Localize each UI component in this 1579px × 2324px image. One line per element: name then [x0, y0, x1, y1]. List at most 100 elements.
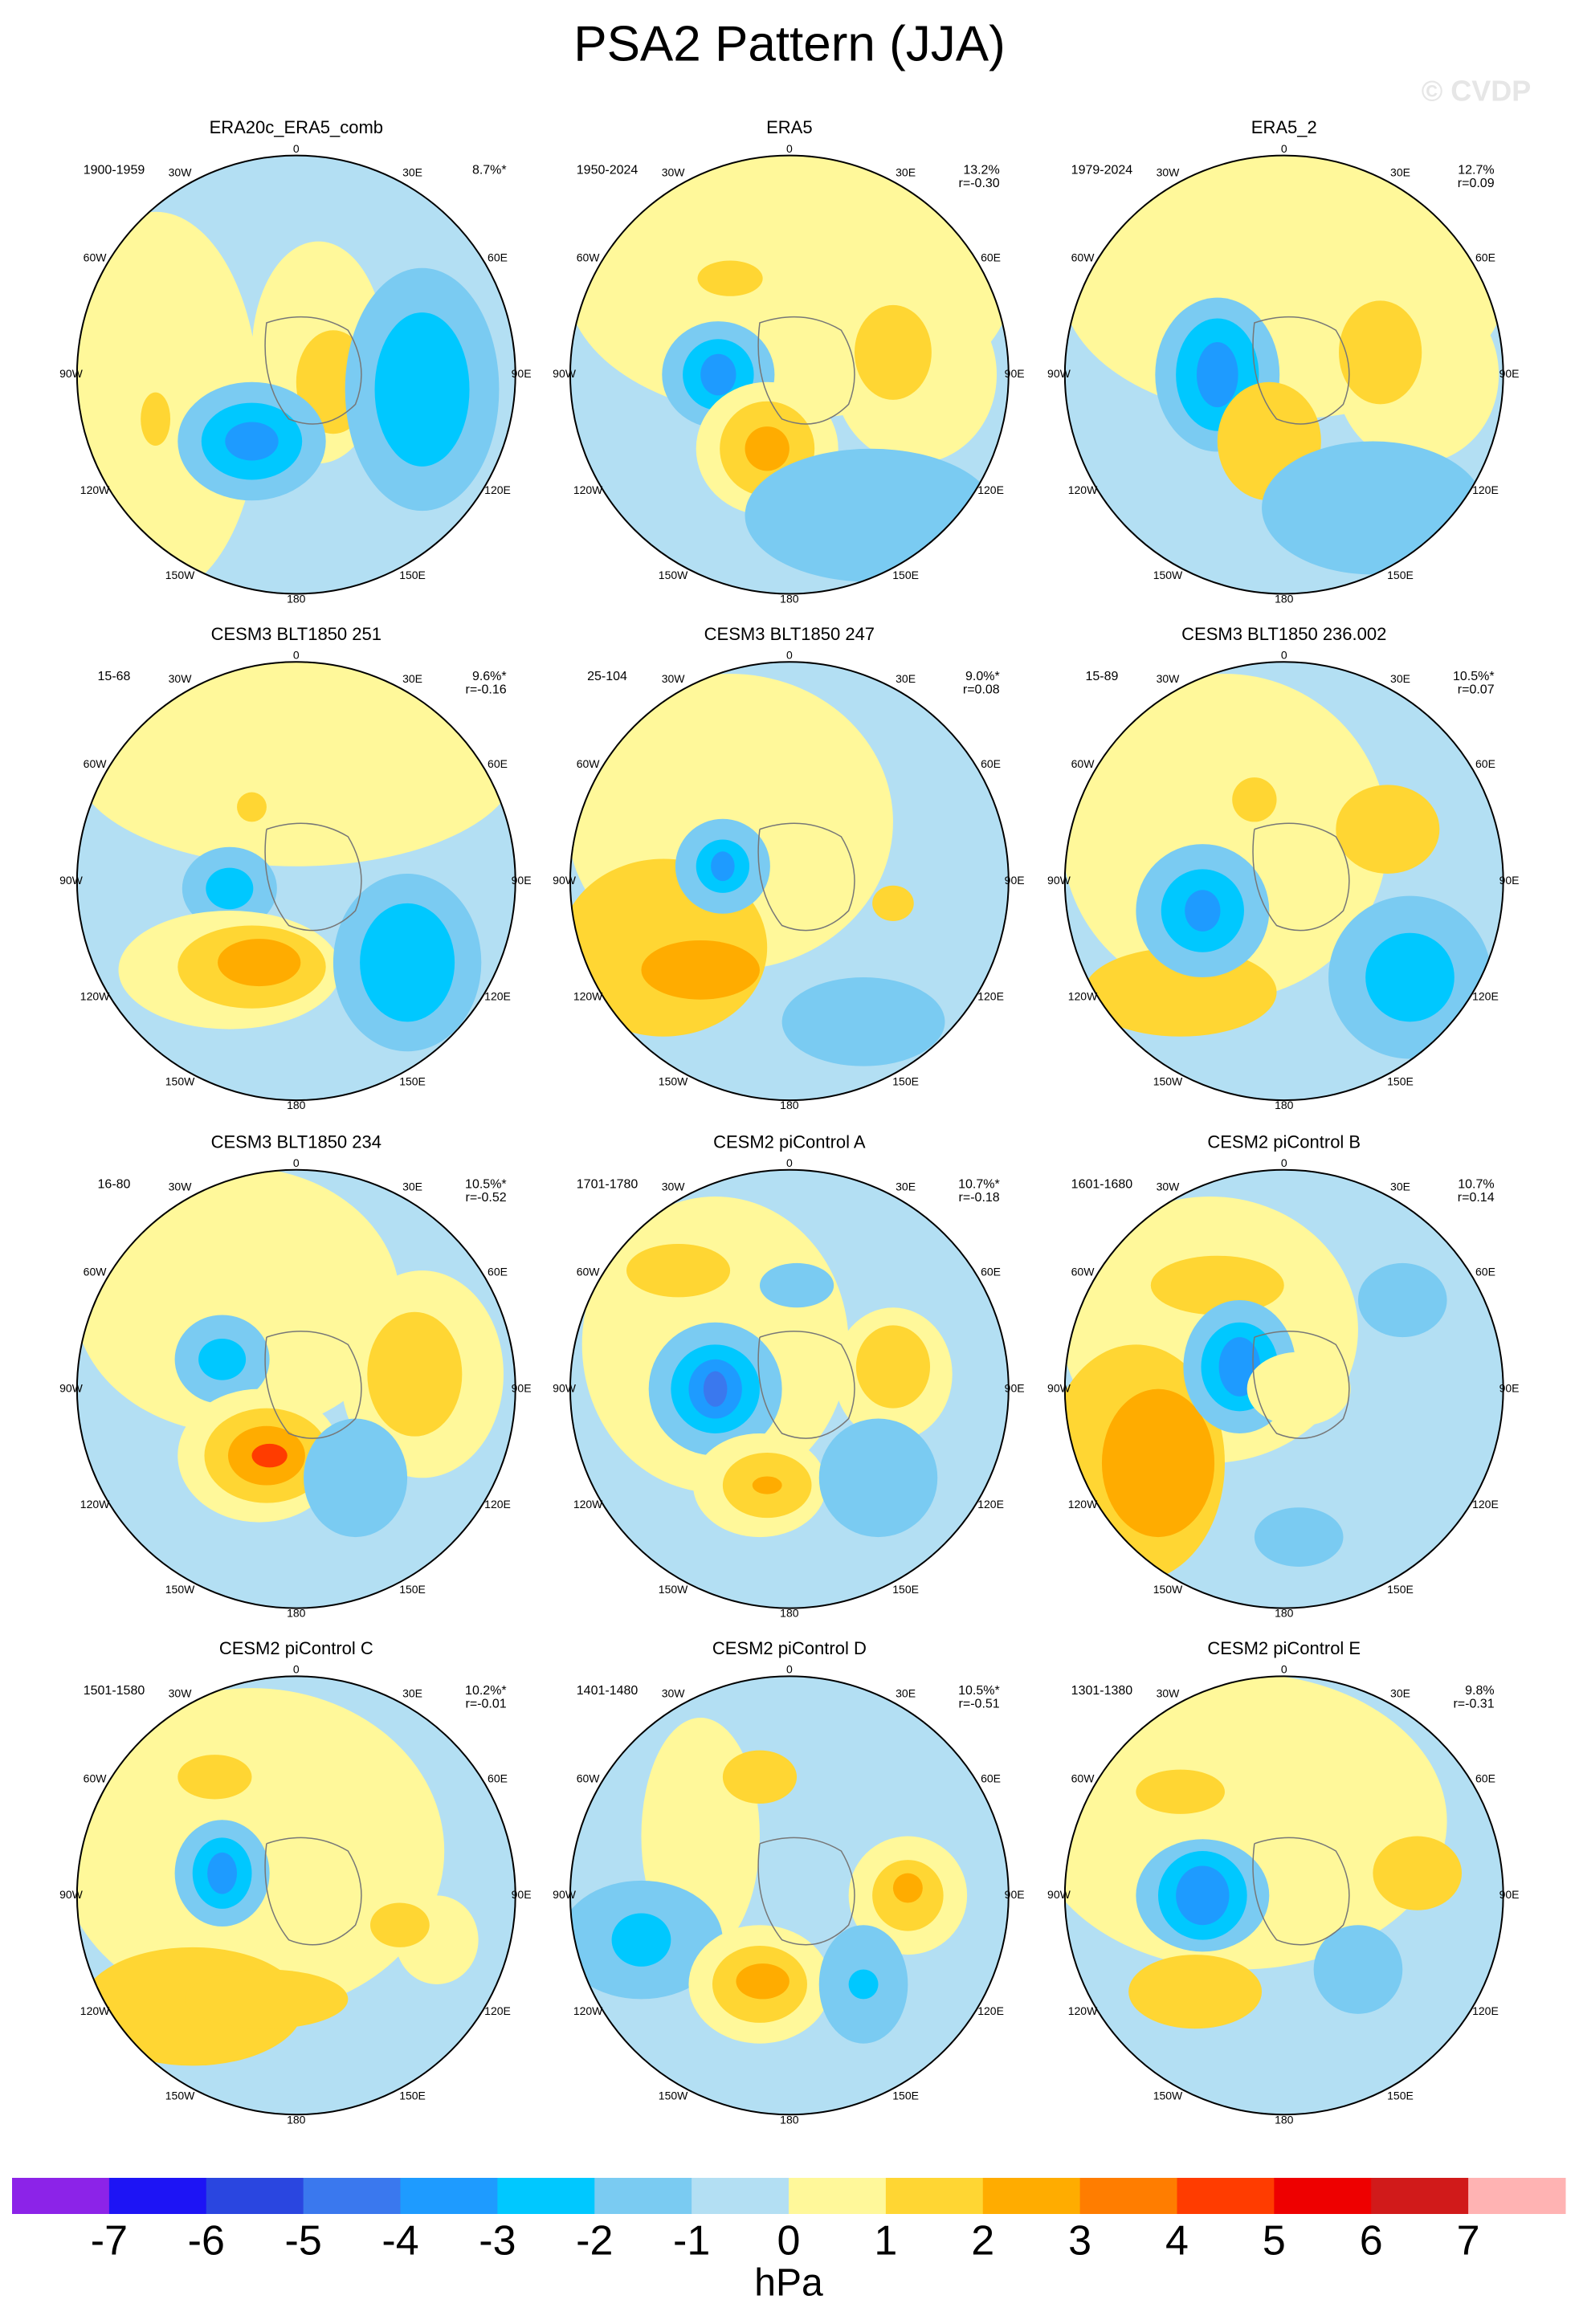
- longitude-label: 30W: [662, 1180, 686, 1193]
- longitude-label: 180: [780, 1607, 799, 1620]
- map-panel: ERA20c_ERA5_comb 1900-1959 8.7%* 0 30E 60E 90E…: [59, 117, 531, 605]
- contour-region: [1262, 441, 1484, 575]
- contour-region: [1176, 1865, 1230, 1926]
- correlation-label: r=-0.31: [1453, 1698, 1494, 1711]
- longitude-label: 60W: [577, 1266, 601, 1278]
- contour-region: [1185, 890, 1221, 932]
- longitude-label: 60W: [84, 1772, 108, 1784]
- longitude-label: 150E: [1387, 569, 1414, 581]
- contour-region: [206, 867, 254, 910]
- longitude-label: 0: [786, 1156, 793, 1169]
- map-panel: CESM2 piControl C 1501-1580 10.2%*r=-0.01 0…: [59, 1638, 531, 2126]
- longitude-label: 150W: [1153, 1075, 1183, 1088]
- period-label: 25-104: [587, 670, 627, 683]
- longitude-label: 60E: [1475, 1772, 1495, 1784]
- panel-title: CESM3 BLT1850 251: [211, 624, 381, 644]
- panel-title: ERA5: [766, 117, 812, 137]
- contour-region: [1246, 1352, 1351, 1426]
- longitude-label: 60W: [84, 757, 108, 770]
- colorbar-tick-label: -2: [576, 2218, 613, 2265]
- antarctica-outline: [1252, 1331, 1350, 1439]
- map-border: [1063, 1168, 1504, 1609]
- antarctica-outline: [757, 822, 855, 932]
- contour-region: [1365, 932, 1455, 1022]
- panel-title: CESM3 BLT1850 234: [211, 1131, 381, 1152]
- longitude-label: 120E: [484, 990, 511, 1003]
- longitude-label: 120E: [977, 483, 1004, 496]
- longitude-label: 30E: [1390, 672, 1410, 685]
- longitude-label: 120E: [484, 1498, 511, 1511]
- contour-region: [745, 426, 790, 471]
- longitude-label: 30E: [896, 1686, 916, 1699]
- variance-label: 10.5%*: [958, 1684, 1000, 1698]
- contour-region: [711, 851, 735, 882]
- contour-region: [1357, 1262, 1447, 1338]
- antarctica-outline: [757, 1331, 855, 1439]
- longitude-label: 60E: [488, 1772, 508, 1784]
- antarctica-outline: [1252, 822, 1350, 932]
- longitude-label: 60E: [981, 757, 1001, 770]
- variance-label: 10.7%*: [958, 1177, 1000, 1191]
- longitude-label: 90E: [512, 1381, 532, 1394]
- longitude-label: 180: [780, 2113, 799, 2126]
- longitude-label: 30E: [402, 672, 422, 685]
- longitude-label: 0: [293, 1663, 300, 1676]
- contour-region: [703, 1371, 728, 1407]
- contour-region: [1313, 1925, 1403, 2014]
- longitude-label: 120E: [977, 1498, 1004, 1511]
- longitude-label: 90E: [1499, 1381, 1520, 1394]
- longitude-label: 180: [287, 1607, 306, 1620]
- longitude-label: 30E: [402, 1686, 422, 1699]
- longitude-label: 60W: [577, 1772, 601, 1784]
- map-field: [569, 1676, 1009, 2115]
- longitude-label: 30W: [1157, 672, 1181, 685]
- longitude-label: 150W: [1153, 569, 1183, 581]
- period-label: 15-89: [1085, 670, 1118, 683]
- colorbar-tick-label: -1: [673, 2218, 710, 2265]
- variance-label: 10.5%*: [1453, 670, 1495, 683]
- longitude-label: 60W: [1071, 757, 1096, 770]
- variance-label: 8.7%*: [472, 163, 507, 177]
- longitude-label: 60E: [1475, 251, 1495, 263]
- correlation-label: r=-0.01: [466, 1698, 507, 1711]
- period-label: 1701-1780: [577, 1177, 639, 1191]
- longitude-label: 90W: [553, 1381, 577, 1394]
- colorbar-tick-label: 1: [874, 2218, 897, 2265]
- correlation-label: r=-0.18: [959, 1191, 1000, 1205]
- contour-region: [745, 448, 998, 582]
- map-border: [75, 154, 516, 595]
- colorbar-swatch: [108, 2178, 207, 2214]
- longitude-label: 90E: [1005, 874, 1025, 887]
- contour-region: [251, 1443, 288, 1468]
- colorbar-swatch: [1079, 2178, 1177, 2214]
- panel-title: CESM3 BLT1850 247: [704, 624, 875, 644]
- longitude-label: 150E: [399, 1075, 426, 1088]
- panel-title: CESM2 piControl A: [713, 1131, 866, 1152]
- colorbar-tick-label: -3: [479, 2218, 516, 2265]
- longitude-label: 60W: [1071, 1772, 1096, 1784]
- colorbar-swatch: [1274, 2178, 1372, 2214]
- longitude-label: 150E: [1387, 1583, 1414, 1596]
- colorbar-swatch: [303, 2178, 401, 2214]
- map-panel: CESM2 piControl A 1701-1780 10.7%*r=-0.18 0…: [553, 1131, 1024, 1619]
- longitude-label: 0: [786, 649, 793, 662]
- longitude-label: 60E: [981, 1772, 1001, 1784]
- longitude-label: 150W: [165, 1583, 195, 1596]
- longitude-label: 60E: [488, 251, 508, 263]
- panel-title: CESM2 piControl D: [712, 1638, 867, 1658]
- colorbar-swatch: [594, 2178, 692, 2214]
- contour-region: [892, 1873, 923, 1903]
- contour-region: [722, 1750, 798, 1804]
- longitude-label: 120W: [1068, 1498, 1098, 1511]
- longitude-label: 0: [293, 649, 300, 662]
- contour-region: [237, 792, 267, 822]
- longitude-label: 150E: [892, 1075, 919, 1088]
- contour-region: [76, 1169, 400, 1433]
- contour-region: [1101, 1388, 1215, 1538]
- contour-region: [218, 939, 301, 987]
- longitude-label: 30W: [662, 672, 686, 685]
- contour-region: [854, 304, 932, 400]
- variance-label: 9.8%: [1465, 1684, 1494, 1698]
- longitude-label: 150W: [659, 1583, 688, 1596]
- longitude-label: 30E: [1390, 1180, 1410, 1193]
